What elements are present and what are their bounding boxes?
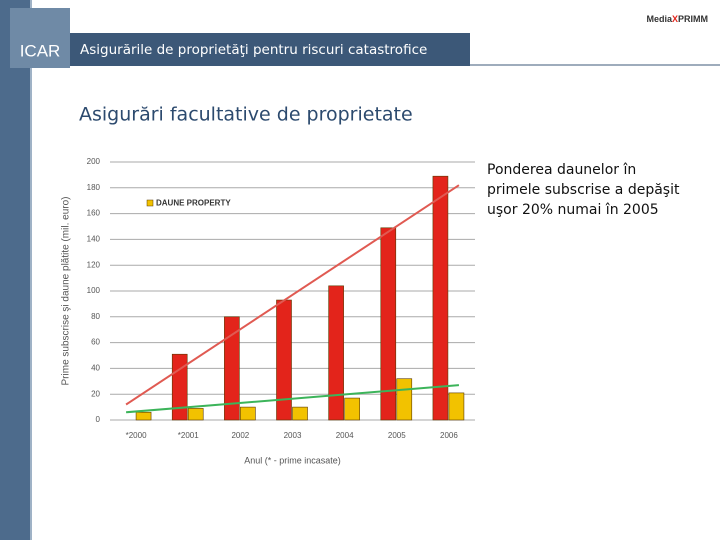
bar — [135, 411, 152, 421]
x-tick-label: 2003 — [284, 431, 302, 440]
y-tick-label: 160 — [87, 209, 101, 218]
bar — [240, 406, 256, 421]
legend-swatch — [146, 199, 154, 207]
sidebar — [0, 0, 30, 540]
bar — [224, 316, 240, 421]
bar — [380, 227, 397, 421]
trend-line — [125, 384, 460, 414]
x-tick-label: 2006 — [440, 431, 458, 440]
bar — [187, 408, 204, 421]
x-tick-label: *2001 — [178, 431, 199, 440]
x-tick-label: 2004 — [336, 431, 354, 440]
x-tick-label: *2000 — [126, 431, 147, 440]
bar — [328, 285, 344, 421]
bar — [276, 299, 292, 421]
bar — [292, 406, 308, 421]
bar — [396, 378, 413, 421]
bar — [171, 353, 188, 421]
brand-part: Media — [646, 14, 673, 24]
sidebar-edge — [30, 0, 32, 540]
subtitle: Asigurări facultative de proprietate — [79, 104, 413, 126]
bar — [344, 397, 360, 421]
y-tick-label: 180 — [87, 183, 101, 192]
y-tick-label: 120 — [87, 260, 101, 269]
y-tick-label: 140 — [87, 235, 101, 244]
y-tick-label: 0 — [96, 415, 101, 424]
brand: MediaXPRIMM — [646, 14, 708, 24]
trend-line — [125, 184, 460, 406]
logo: ICAR — [20, 41, 61, 60]
y-tick-label: 100 — [87, 286, 101, 295]
note: Ponderea daunelor în primele subscrise a… — [487, 162, 680, 218]
logo-box — [10, 8, 70, 68]
x-axis-label: Anul (* - prime incasate) — [244, 455, 341, 465]
y-tick-label: 200 — [87, 157, 101, 166]
bar — [432, 175, 449, 421]
x-tick-label: 2002 — [231, 431, 249, 440]
title-bar — [70, 33, 470, 66]
brand-part: X — [672, 14, 678, 24]
y-tick-label: 20 — [91, 389, 100, 398]
header-title: Asigurările de proprietăţi pentru riscur… — [80, 42, 427, 58]
x-tick-label: 2005 — [388, 431, 406, 440]
y-tick-label: 60 — [91, 338, 100, 347]
y-tick-label: 40 — [91, 364, 100, 373]
brand-part: PRIMM — [678, 14, 708, 24]
bar — [448, 392, 465, 421]
legend-label: DAUNE PROPERTY — [156, 199, 231, 208]
y-axis-label: Prime subscrise şi daune plătite (mil. e… — [61, 197, 72, 386]
y-tick-label: 80 — [91, 312, 100, 321]
